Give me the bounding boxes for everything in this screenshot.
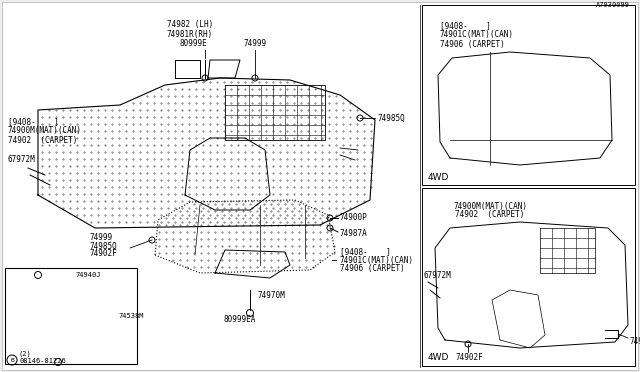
Text: 74981R(RH): 74981R(RH) <box>167 31 213 39</box>
Text: 74987M: 74987M <box>630 337 640 346</box>
Text: 74538M: 74538M <box>118 313 143 319</box>
Text: 80999EA: 80999EA <box>224 315 256 324</box>
Text: 74902  (CARPET): 74902 (CARPET) <box>8 135 77 144</box>
Text: 74987A: 74987A <box>340 230 368 238</box>
Text: 74902F: 74902F <box>455 353 483 362</box>
Text: 4WD: 4WD <box>428 173 449 183</box>
Text: 4WD: 4WD <box>428 353 449 362</box>
Text: 74940J: 74940J <box>75 272 100 278</box>
Text: 74900M(MAT)(CAN): 74900M(MAT)(CAN) <box>8 126 82 135</box>
Text: 67972M: 67972M <box>8 155 36 164</box>
Bar <box>5 268 137 364</box>
Text: (2): (2) <box>19 351 32 357</box>
Text: 74900M(MAT)(CAN): 74900M(MAT)(CAN) <box>453 202 527 211</box>
Text: 74900P: 74900P <box>340 214 368 222</box>
Text: [9408-    ]: [9408- ] <box>8 118 59 126</box>
Text: 74985Q: 74985Q <box>90 241 118 250</box>
Bar <box>422 5 635 185</box>
Text: 74902F: 74902F <box>90 250 118 259</box>
Text: 80999E: 80999E <box>179 39 207 48</box>
Text: 74970M: 74970M <box>258 291 285 299</box>
Bar <box>422 188 635 366</box>
Text: A7930099: A7930099 <box>596 2 630 8</box>
Text: 74906 (CARPET): 74906 (CARPET) <box>440 39 505 48</box>
Text: 74999: 74999 <box>90 234 113 243</box>
Text: B: B <box>10 357 14 362</box>
Text: [9408-    ]: [9408- ] <box>340 247 391 257</box>
Text: 74901C(MAT)(CAN): 74901C(MAT)(CAN) <box>440 31 514 39</box>
Text: 67972M: 67972M <box>424 272 452 280</box>
Text: 74902  (CARPET): 74902 (CARPET) <box>455 211 525 219</box>
Text: 74901C(MAT)(CAN): 74901C(MAT)(CAN) <box>340 256 414 264</box>
Text: 74985Q: 74985Q <box>377 113 404 122</box>
Text: 08146-81226: 08146-81226 <box>19 358 66 364</box>
Text: [9408-    ]: [9408- ] <box>440 22 491 31</box>
Text: 74906 (CARPET): 74906 (CARPET) <box>340 263 404 273</box>
Text: 74999: 74999 <box>243 39 267 48</box>
Text: 74982 (LH): 74982 (LH) <box>167 20 213 29</box>
